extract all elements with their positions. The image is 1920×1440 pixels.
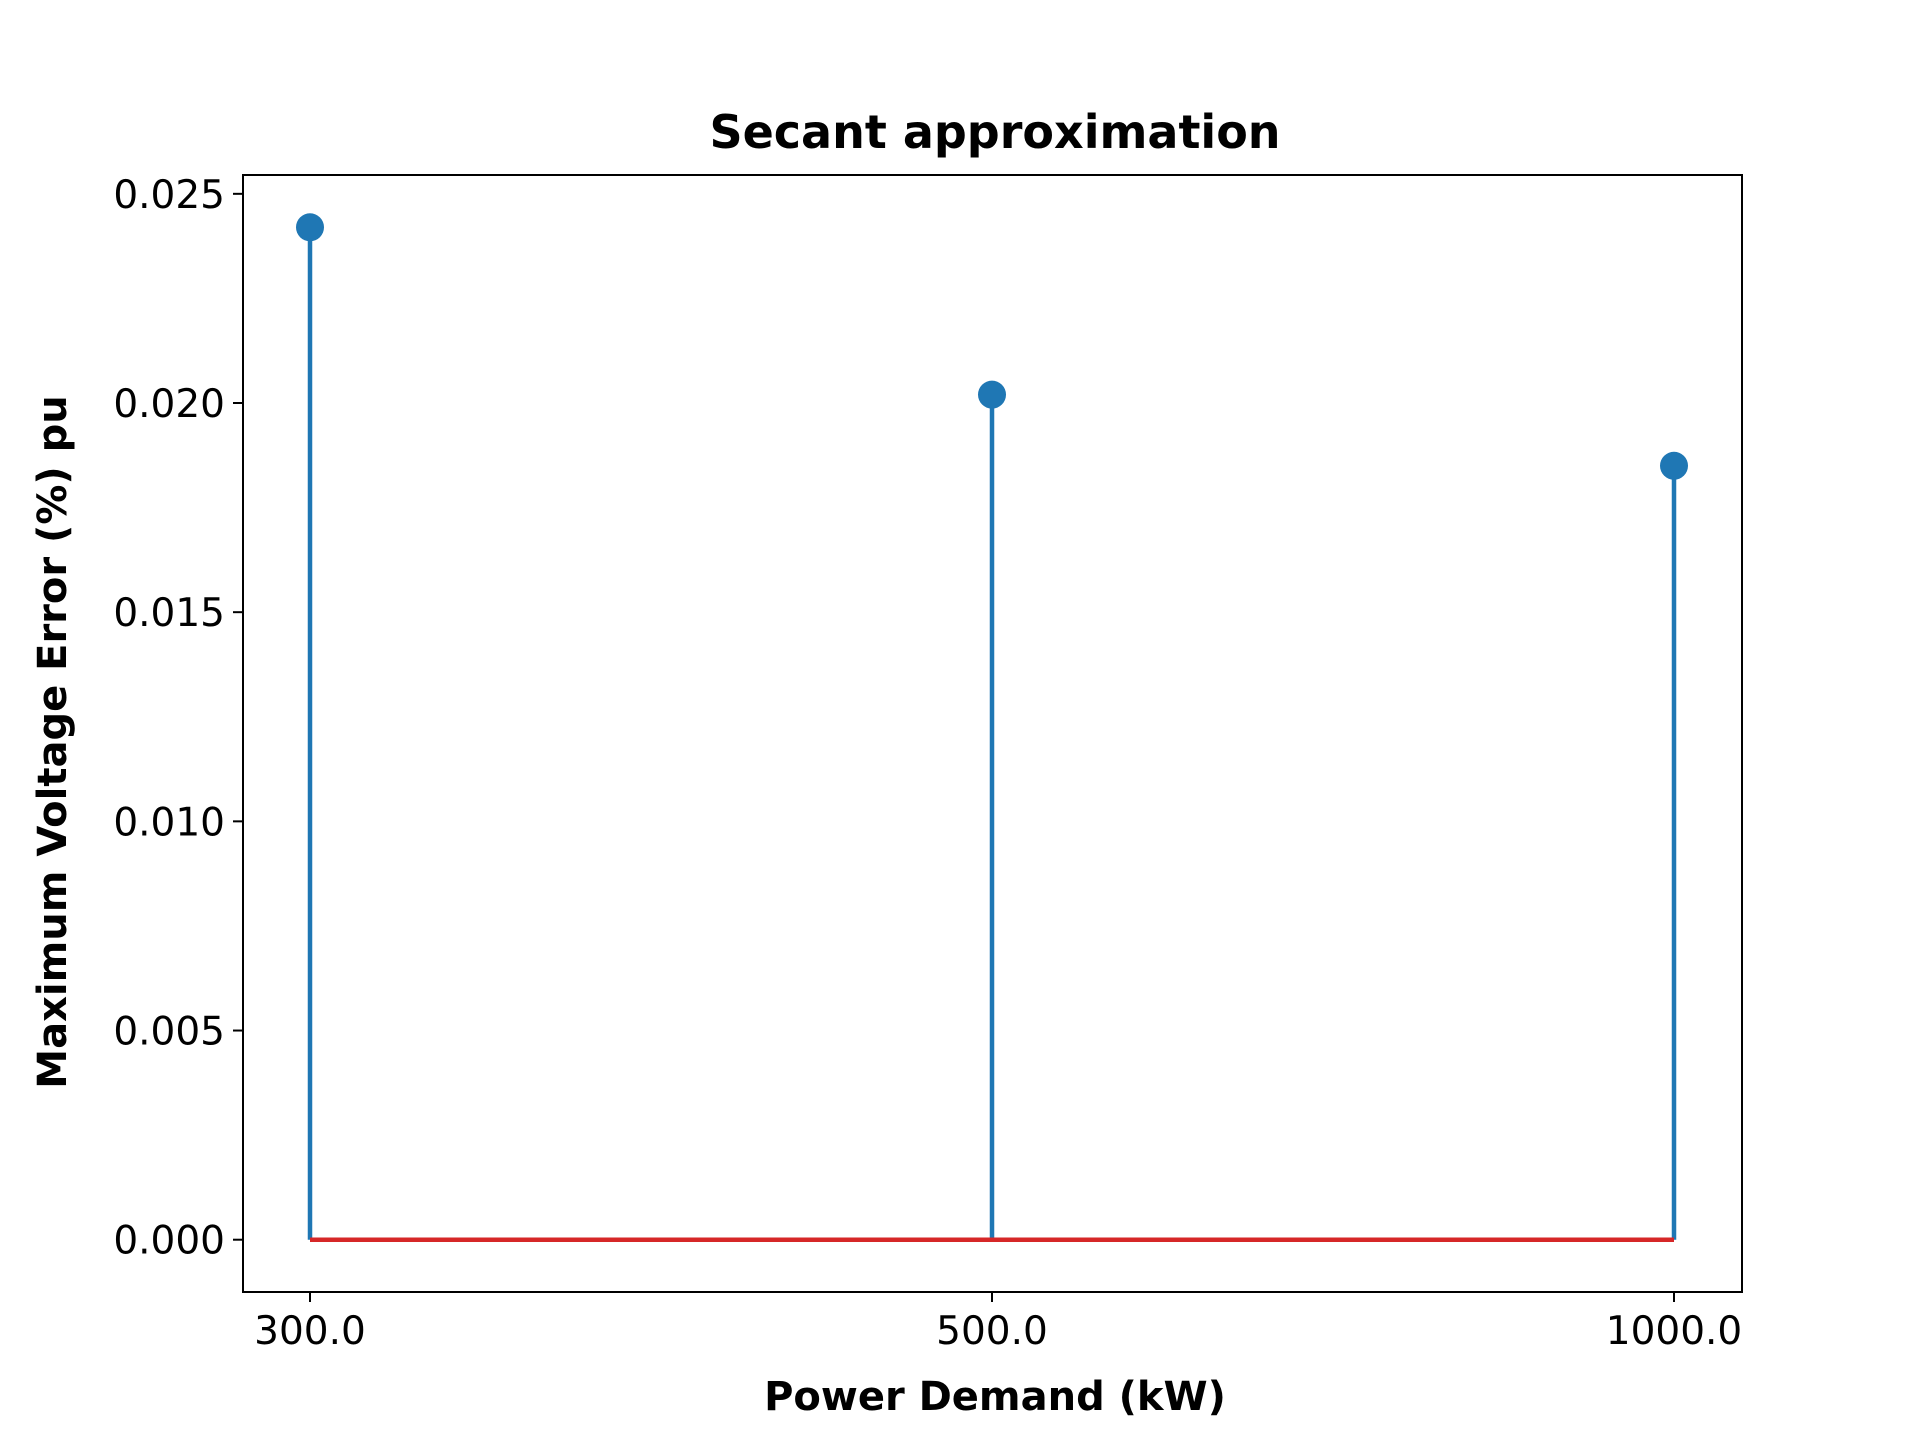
x-tick-label: 1000.0 xyxy=(1606,1309,1742,1354)
axes-frame xyxy=(242,174,1743,1293)
y-tick-label: 0.010 xyxy=(113,800,225,845)
y-tick-label: 0.015 xyxy=(113,591,225,636)
y-tick-label: 0.000 xyxy=(113,1219,225,1264)
y-tick-label: 0.005 xyxy=(113,1010,225,1055)
x-tick-label: 500.0 xyxy=(936,1309,1048,1354)
stem-marker xyxy=(978,380,1006,409)
x-axis-label: Power Demand (kW) xyxy=(764,1374,1226,1420)
y-axis-label: Maximum Voltage Error (%) pu xyxy=(30,395,76,1088)
x-tick-label: 300.0 xyxy=(254,1309,366,1354)
y-tick-label: 0.025 xyxy=(113,173,225,218)
stem-marker xyxy=(296,213,324,242)
chart-title: Secant approximation xyxy=(709,105,1280,159)
y-tick-label: 0.020 xyxy=(113,382,225,427)
stem-marker xyxy=(1660,451,1688,480)
plot-area: 0.000 0.005 0.010 0.015 0.020 0.025 300.0 500.0… xyxy=(113,173,1743,1354)
